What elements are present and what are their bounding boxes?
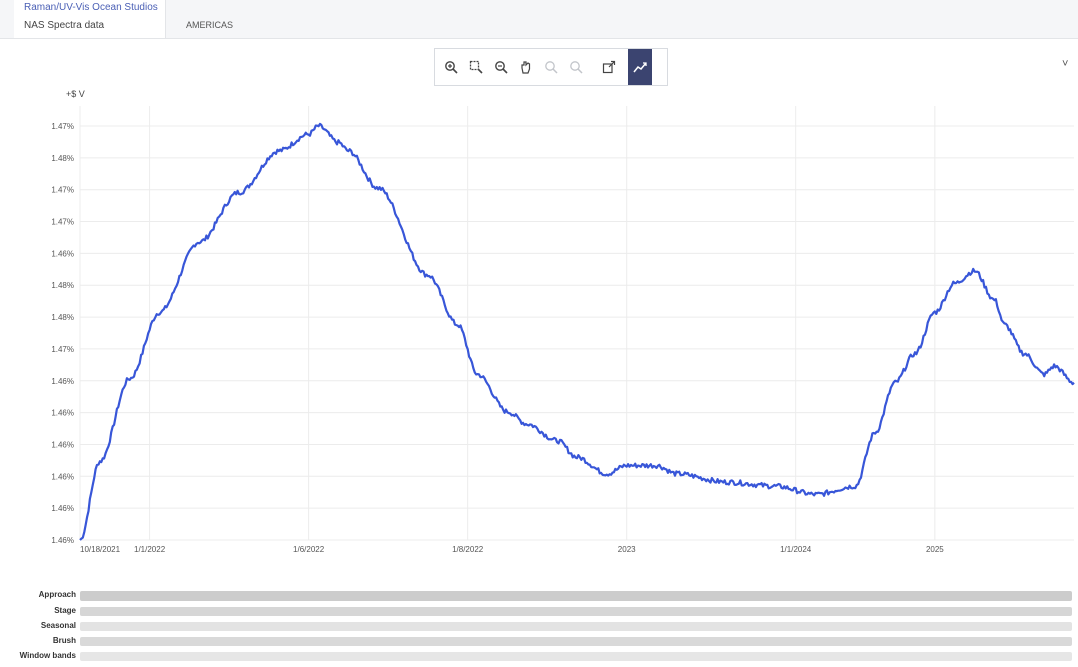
zoom-in-button[interactable] [441,55,460,79]
chart-toolbar [434,48,668,86]
navigator-row-label: Approach [38,590,76,599]
zoom-reset-icon [544,61,558,74]
tab-title: Raman/UV-Vis Ocean Studios [24,2,158,13]
navigator-row[interactable] [80,591,1072,601]
tab-title: AMERICAS [186,20,234,30]
y-tick-label: 1.46% [51,472,74,481]
x-tick-label: 2023 [618,545,636,554]
chevron-down-icon[interactable]: ˅ [1062,58,1069,70]
line-chart: 1.47% 1.48% 1.47% 1.47% 1.46% 1.48% 1.48% 1.47%… [51,106,1075,554]
zoom-fit-button[interactable] [566,55,585,79]
y-tick-label: 1.48% [51,154,74,163]
navigator-row-label: Window bands [19,651,76,660]
y-tick-label: 1.46% [51,504,74,513]
y-tick-label: 1.46% [51,440,74,449]
export-icon [602,60,615,74]
navigator-row-label: Brush [52,636,76,645]
navigator-row[interactable] [80,652,1072,661]
series-line [79,122,1075,541]
x-axis-ticks: 10/18/2021 1/1/2022 1/6/2022 1/8/2022 2023 1/… [80,545,944,554]
zoom-out-icon [494,61,508,74]
y-axis-ticks: 1.47% 1.48% 1.47% 1.47% 1.46% 1.48% 1.48% 1.47%… [51,122,74,545]
x-tick-label: 1/1/2022 [134,545,166,554]
y-tick-label: 1.47% [51,122,74,131]
zoom-fit-icon [569,61,583,74]
x-tick-label: 1/1/2024 [780,545,812,554]
zoom-in-icon [444,61,458,74]
navigator-row-label: Stage [54,606,76,615]
y-tick-label: 1.46% [51,409,74,418]
y-tick-label: 1.46% [51,249,74,258]
y-tick-label: 1.46% [51,377,74,386]
chart-grid [79,106,1074,541]
zoom-selection-icon [469,60,483,74]
tab-raman-uv-vis[interactable]: Raman/UV-Vis Ocean Studios NAS Spectra d… [14,0,166,38]
x-tick-label: 2025 [926,545,944,554]
trend-chart-button[interactable] [628,49,652,85]
y-tick-label: 1.46% [51,536,74,545]
x-tick-label: 1/8/2022 [452,545,484,554]
zoom-reset-button[interactable] [541,55,560,79]
zoom-out-button[interactable] [491,55,510,79]
y-tick-label: 1.48% [51,313,74,322]
navigator-row-label: Seasonal [40,621,76,630]
pan-button[interactable] [516,55,535,79]
pan-hand-icon [520,61,530,74]
x-tick-label: 1/6/2022 [293,545,325,554]
tab-bar: Raman/UV-Vis Ocean Studios NAS Spectra d… [0,0,1078,39]
x-tick-label: 10/18/2021 [80,545,121,554]
units-label: +$ V [66,89,85,99]
y-tick-label: 1.48% [51,281,74,290]
zoom-selection-button[interactable] [466,55,485,79]
y-tick-label: 1.47% [51,218,74,227]
y-tick-label: 1.47% [51,345,74,354]
navigator-row[interactable] [80,637,1072,646]
trend-chart-icon [633,62,647,73]
tab-subtitle: NAS Spectra data [24,20,105,31]
export-button[interactable] [599,55,618,79]
y-tick-label: 1.47% [51,186,74,195]
navigator-row[interactable] [80,622,1072,631]
navigator-row[interactable] [80,607,1072,616]
